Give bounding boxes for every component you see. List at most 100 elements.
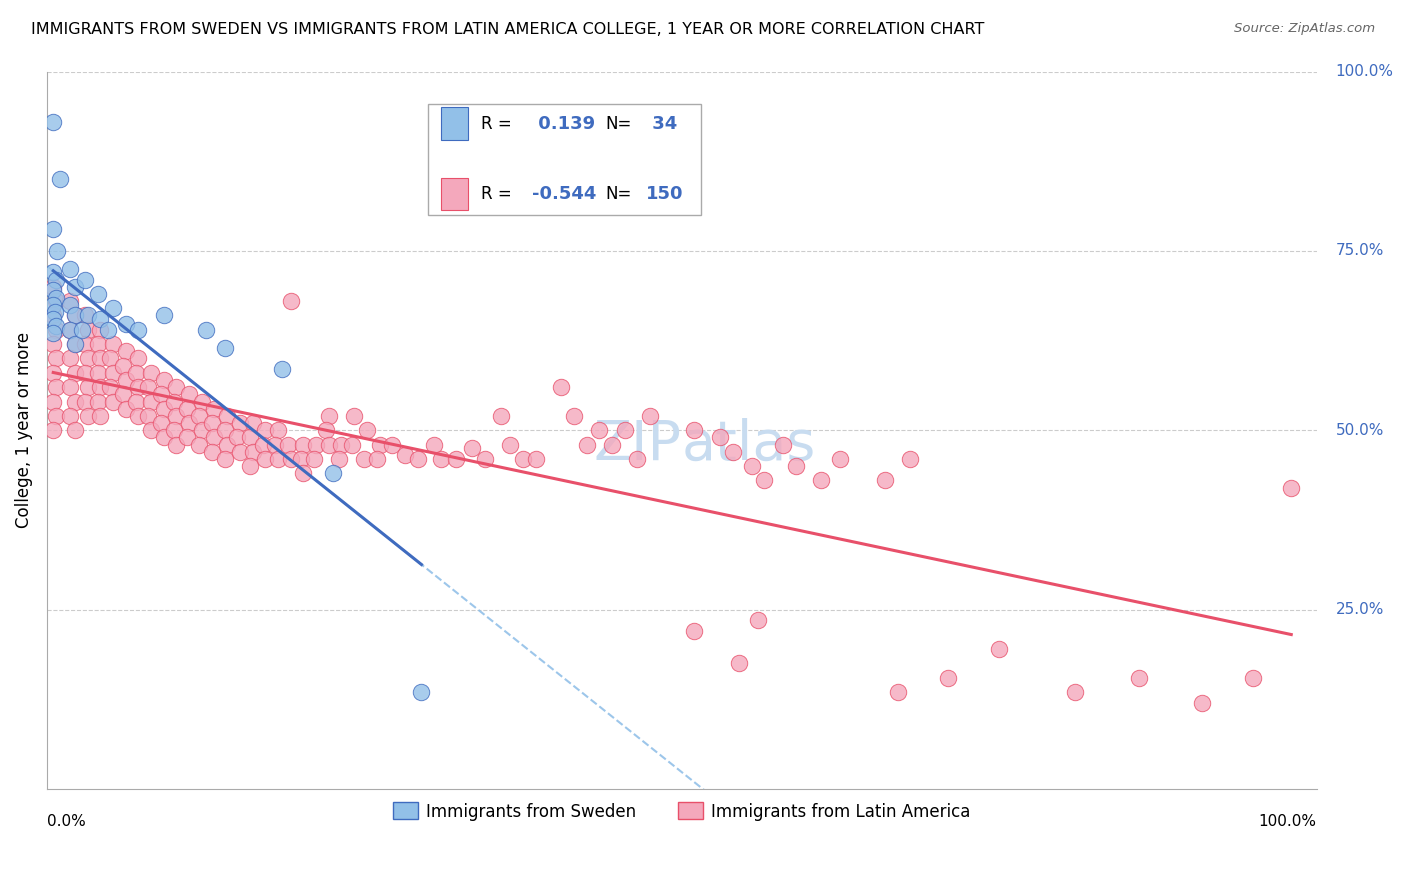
Point [721, 444, 744, 458]
Point [73, 337, 96, 351]
Point [45, 294, 67, 309]
Text: -0.544: -0.544 [531, 185, 596, 202]
Point [101, 394, 124, 409]
Point [444, 451, 467, 466]
Text: 150: 150 [647, 185, 683, 202]
Point [214, 451, 236, 466]
Point [72, 323, 94, 337]
Point [165, 380, 187, 394]
Point [550, 380, 572, 394]
Text: N=: N= [606, 185, 631, 202]
Point [512, 451, 534, 466]
Point [150, 387, 173, 401]
Point [423, 437, 446, 451]
Point [150, 416, 173, 430]
Point [394, 448, 416, 462]
Point [42, 366, 65, 380]
Point [239, 430, 262, 444]
Point [204, 430, 226, 444]
Point [42, 312, 65, 326]
Point [254, 423, 277, 437]
Point [176, 401, 198, 416]
Point [165, 409, 187, 423]
Point [1191, 696, 1213, 710]
Text: 75.0%: 75.0% [1336, 244, 1384, 259]
Y-axis label: College, 1 year or more: College, 1 year or more [15, 332, 32, 528]
Point [254, 451, 277, 466]
Point [152, 309, 174, 323]
Point [292, 437, 315, 451]
Point [191, 423, 214, 437]
Point [89, 409, 111, 423]
Point [152, 430, 174, 444]
Point [411, 685, 433, 699]
Point [76, 309, 98, 323]
Bar [440, 107, 468, 140]
Point [63, 337, 86, 351]
Point [76, 351, 98, 366]
Point [188, 437, 211, 451]
Point [290, 451, 312, 466]
Point [242, 416, 264, 430]
Text: 100.0%: 100.0% [1258, 814, 1316, 829]
Point [292, 467, 315, 481]
Point [63, 366, 86, 380]
Point [754, 474, 776, 488]
Point [524, 451, 547, 466]
Point [214, 423, 236, 437]
Point [86, 366, 108, 380]
Point [626, 451, 648, 466]
Point [73, 366, 96, 380]
Point [89, 380, 111, 394]
Point [89, 312, 111, 326]
Point [683, 624, 706, 638]
Point [76, 380, 98, 394]
Point [613, 423, 636, 437]
Point [638, 409, 661, 423]
Point [127, 323, 149, 337]
Point [499, 437, 522, 451]
Point [45, 380, 67, 394]
Point [191, 394, 214, 409]
Point [42, 423, 65, 437]
Point [366, 451, 388, 466]
Point [89, 351, 111, 366]
Point [322, 467, 344, 481]
Point [204, 401, 226, 416]
Point [264, 437, 287, 451]
Point [114, 317, 136, 331]
Point [328, 451, 350, 466]
Point [127, 409, 149, 423]
Text: IMMIGRANTS FROM SWEDEN VS IMMIGRANTS FROM LATIN AMERICA COLLEGE, 1 YEAR OR MORE : IMMIGRANTS FROM SWEDEN VS IMMIGRANTS FRO… [31, 22, 984, 37]
Text: R =: R = [481, 185, 512, 202]
Point [59, 351, 82, 366]
Point [318, 409, 340, 423]
Point [97, 323, 120, 337]
Point [127, 351, 149, 366]
Point [252, 437, 274, 451]
Point [59, 261, 82, 276]
Point [127, 380, 149, 394]
Text: 0.139: 0.139 [531, 114, 595, 133]
Point [810, 474, 832, 488]
Point [683, 423, 706, 437]
Point [747, 613, 769, 627]
Point [45, 319, 67, 334]
Point [42, 298, 65, 312]
Point [42, 279, 65, 293]
Point [59, 323, 82, 337]
Point [42, 284, 65, 298]
Point [101, 337, 124, 351]
Point [63, 394, 86, 409]
Point [562, 409, 585, 423]
Point [59, 380, 82, 394]
Point [125, 394, 148, 409]
Point [461, 441, 484, 455]
Point [217, 409, 239, 423]
Point [125, 366, 148, 380]
Point [48, 172, 70, 186]
Text: Source: ZipAtlas.com: Source: ZipAtlas.com [1234, 22, 1375, 36]
Point [340, 437, 363, 451]
Point [86, 394, 108, 409]
Point [728, 657, 751, 671]
